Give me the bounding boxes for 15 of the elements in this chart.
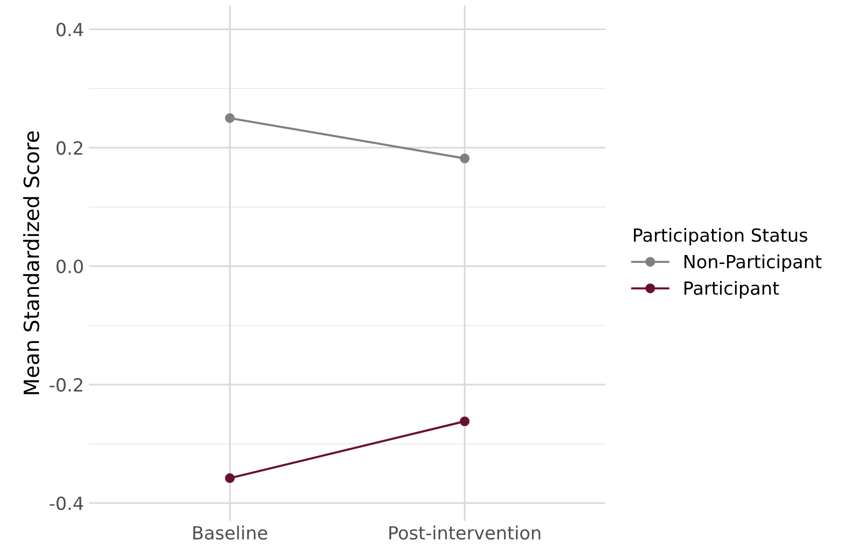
x-tick-label: Post-intervention — [389, 526, 540, 540]
y-tick-label: 0.0 — [56, 260, 83, 274]
y-tick-label: 0.4 — [56, 22, 84, 36]
y-tick-label: -0.2 — [50, 378, 82, 392]
x-tick-label: Baseline — [193, 526, 268, 540]
point — [460, 154, 470, 164]
point — [224, 113, 235, 123]
point — [224, 473, 235, 484]
legend-label: Participant — [684, 280, 779, 298]
point — [460, 416, 470, 426]
y-tick-label: -0.4 — [50, 496, 84, 510]
legend-label: Non-Participant — [684, 254, 822, 272]
y-tick-label: 0.2 — [56, 141, 82, 155]
legend-title: Participation Status — [634, 228, 808, 246]
y-axis-title: Mean Standardized Score — [23, 131, 40, 394]
